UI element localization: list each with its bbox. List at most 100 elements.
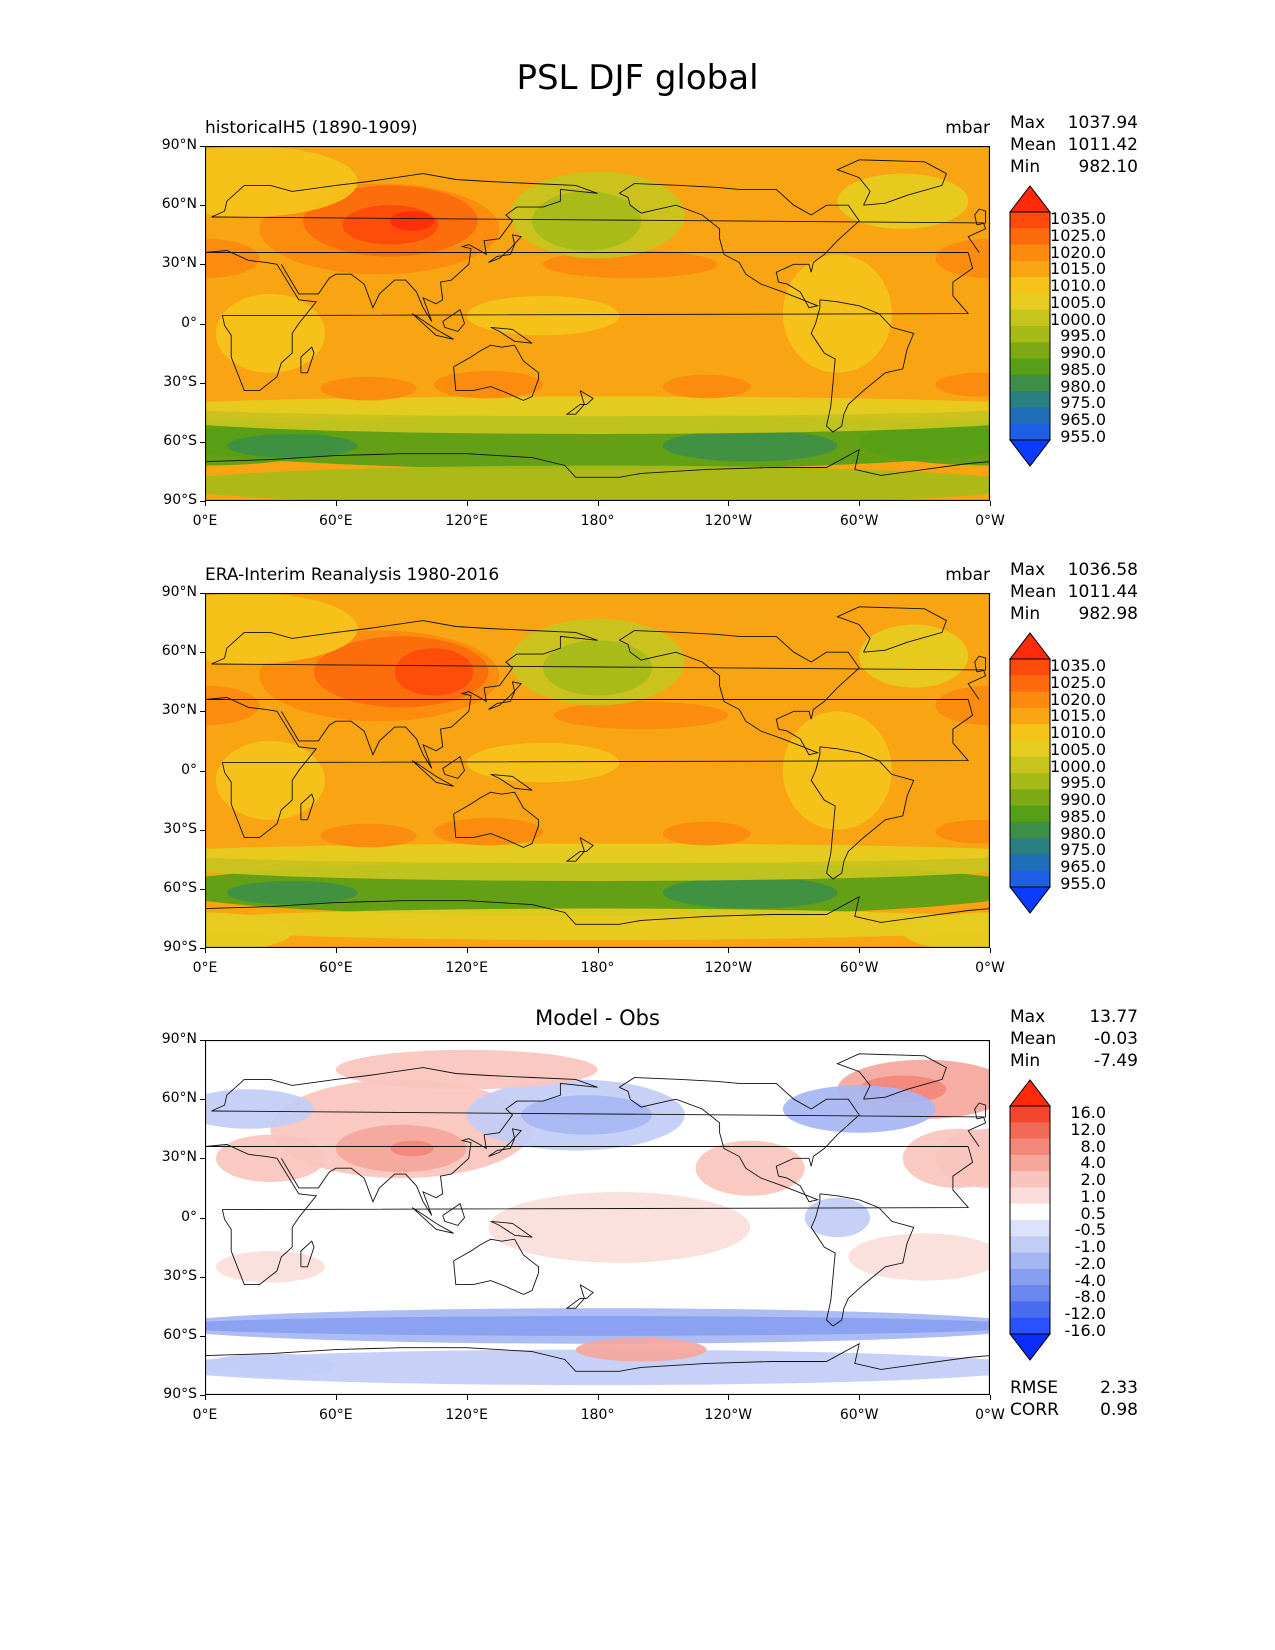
stat-value: 982.10 bbox=[1078, 157, 1138, 177]
colorbar-segment bbox=[1010, 659, 1050, 676]
colorbar-label: 975.0 bbox=[1060, 840, 1106, 860]
colorbar-label: -12.0 bbox=[1064, 1304, 1106, 1324]
colorbar-label: 1025.0 bbox=[1050, 225, 1106, 245]
pressure-contour bbox=[935, 819, 990, 844]
colorbar-segment bbox=[1010, 358, 1050, 376]
pressure-contour bbox=[782, 711, 892, 830]
colorbar-label: 1.0 bbox=[1080, 1186, 1106, 1206]
colorbar-label: -16.0 bbox=[1064, 1320, 1106, 1340]
pressure-contour bbox=[662, 374, 751, 399]
stats-box: Max 13.77 Mean -0.03 Min -7.49 bbox=[1010, 1006, 1138, 1072]
lon-tick-label: 60°E bbox=[318, 960, 353, 976]
map-plot bbox=[205, 1040, 990, 1395]
lat-tick-mark bbox=[200, 1040, 205, 1041]
colorbar-segment bbox=[1010, 1285, 1050, 1302]
lat-tick-label: 60°N bbox=[161, 1090, 197, 1107]
pressure-contour bbox=[532, 191, 642, 251]
stat-label: Mean bbox=[1010, 582, 1057, 602]
stats-box: Max 1037.94 Mean 1011.42 Min 982.10 bbox=[1010, 112, 1138, 178]
colorbar-label: -1.0 bbox=[1074, 1237, 1106, 1257]
colorbar-label: 1000.0 bbox=[1050, 309, 1106, 329]
lat-tick-label: 60°S bbox=[163, 432, 197, 449]
colorbar-segment bbox=[1010, 805, 1050, 823]
stat-value: 1037.94 bbox=[1067, 113, 1138, 133]
colorbar-label: 1000.0 bbox=[1050, 756, 1106, 776]
lon-tick-label: 180° bbox=[580, 513, 615, 529]
coastline bbox=[300, 1240, 315, 1268]
coastline bbox=[810, 299, 915, 433]
stat-value: 1011.44 bbox=[1067, 582, 1138, 602]
lat-tick-label: 0° bbox=[181, 1208, 197, 1225]
colorbar-label: 1015.0 bbox=[1050, 706, 1106, 726]
lat-tick-mark bbox=[200, 1395, 205, 1396]
colorbar-segment bbox=[1010, 342, 1050, 359]
stat-row: CORR 0.98 bbox=[1010, 1399, 1138, 1421]
lat-tick-label: 90°S bbox=[163, 1386, 197, 1402]
lon-tick-mark bbox=[859, 948, 861, 953]
coastline bbox=[205, 1342, 990, 1372]
lon-tick-label: 0°W bbox=[975, 513, 1005, 529]
pressure-contour bbox=[215, 1134, 325, 1182]
lat-tick-mark bbox=[200, 146, 205, 147]
lat-tick-mark bbox=[200, 501, 205, 502]
stat-row: Mean 1011.42 bbox=[1010, 134, 1138, 156]
pressure-contour bbox=[935, 372, 990, 397]
colorbar-label: 1015.0 bbox=[1050, 259, 1106, 279]
pressure-contour bbox=[205, 593, 358, 664]
colorbar-segment bbox=[1010, 870, 1050, 888]
coastline bbox=[280, 188, 598, 322]
colorbar-label: -8.0 bbox=[1074, 1287, 1106, 1307]
colorbar-segment bbox=[1010, 1154, 1050, 1172]
lon-tick-label: 120°W bbox=[704, 1407, 753, 1423]
coastline bbox=[810, 1193, 915, 1327]
colorbar-label: 1020.0 bbox=[1050, 689, 1106, 709]
colorbar-label: 985.0 bbox=[1060, 359, 1106, 379]
lat-tick-mark bbox=[200, 770, 205, 772]
colorbar-label: 965.0 bbox=[1060, 857, 1106, 877]
coastline bbox=[442, 308, 466, 332]
coastline bbox=[411, 313, 454, 340]
colorbar-label: -4.0 bbox=[1074, 1270, 1106, 1290]
stat-row: Max 1036.58 bbox=[1010, 559, 1138, 581]
colorbar bbox=[1008, 1079, 1052, 1361]
pressure-contour bbox=[662, 430, 838, 462]
stat-row: Min -7.49 bbox=[1010, 1050, 1138, 1072]
colorbar-label: 1010.0 bbox=[1050, 723, 1106, 743]
coastline bbox=[974, 655, 987, 673]
lon-tick-mark bbox=[859, 1395, 861, 1400]
coastline bbox=[280, 1082, 598, 1216]
stat-label: Max bbox=[1010, 560, 1046, 580]
colorbar-label: 1005.0 bbox=[1050, 739, 1106, 759]
stat-value: 1036.58 bbox=[1067, 560, 1138, 580]
coastline bbox=[300, 346, 315, 374]
units-label: mbar bbox=[945, 118, 990, 138]
coastline bbox=[488, 681, 523, 710]
lon-tick-mark bbox=[205, 1395, 206, 1400]
colorbar-label: 1035.0 bbox=[1050, 656, 1106, 675]
coastline bbox=[490, 773, 533, 791]
colorbar-label: 955.0 bbox=[1060, 426, 1106, 446]
colorbar-segment bbox=[1010, 391, 1050, 408]
pressure-contour bbox=[215, 293, 325, 373]
lat-tick-label: 30°S bbox=[163, 820, 197, 837]
stat-value: -7.49 bbox=[1094, 1051, 1138, 1071]
colorbar-label: 995.0 bbox=[1060, 326, 1106, 346]
lon-tick-label: 180° bbox=[580, 960, 615, 976]
lat-tick-label: 60°S bbox=[163, 879, 197, 896]
pressure-contour bbox=[488, 1191, 751, 1263]
colorbar-extend-max bbox=[1008, 632, 1052, 660]
coastline bbox=[565, 1284, 594, 1309]
colorbar-segment bbox=[1010, 1236, 1050, 1253]
colorbar-extend-max bbox=[1008, 185, 1052, 213]
coastline bbox=[810, 746, 915, 880]
colorbar-segment bbox=[1010, 854, 1050, 872]
coastline bbox=[974, 208, 987, 226]
lon-tick-mark bbox=[205, 948, 206, 953]
lat-tick-mark bbox=[200, 829, 205, 831]
stat-row: Min 982.10 bbox=[1010, 156, 1138, 178]
lat-tick-label: 90°N bbox=[161, 137, 197, 153]
colorbar-segment bbox=[1010, 1106, 1050, 1123]
lon-tick-label: 0°E bbox=[192, 960, 218, 976]
stat-row: Mean -0.03 bbox=[1010, 1028, 1138, 1050]
pressure-contour bbox=[433, 817, 543, 846]
